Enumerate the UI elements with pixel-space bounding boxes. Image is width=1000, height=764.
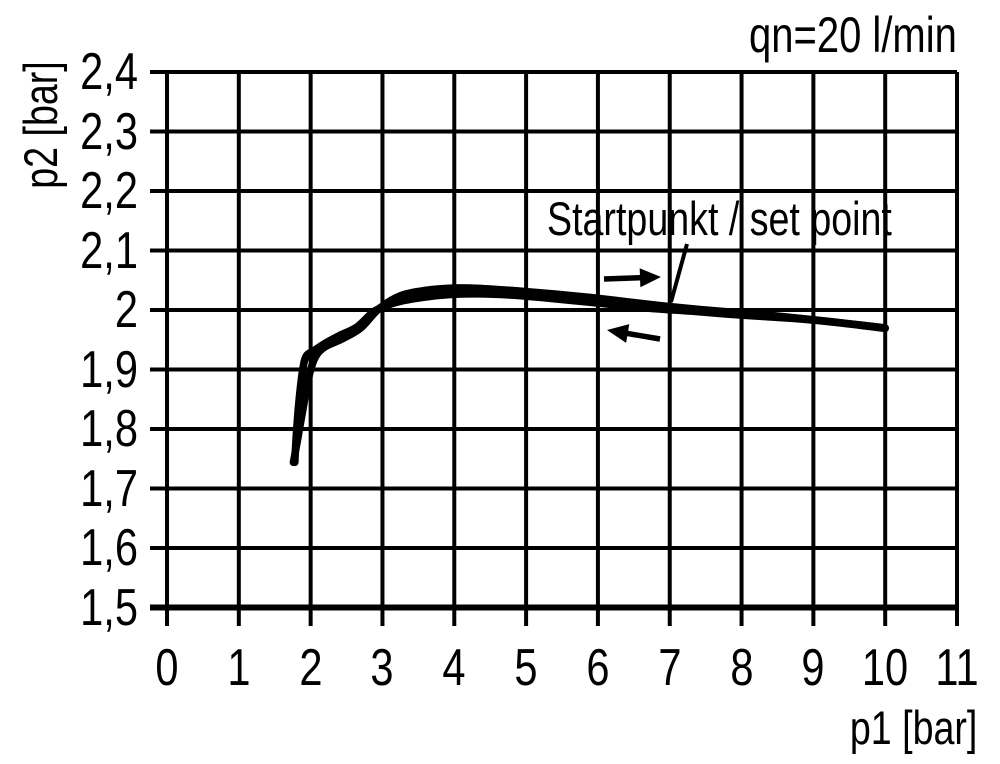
y-tick-label-1,7: 1,7 — [80, 459, 138, 518]
chart-title: qn=20 l/min — [749, 7, 957, 63]
x-tick-label-2: 2 — [299, 639, 323, 697]
direction-arrow-left-head — [607, 324, 630, 343]
y-tick-label-2,3: 2,3 — [80, 102, 138, 161]
x-tick-label-10: 10 — [862, 639, 909, 697]
direction-arrow-right-head — [639, 268, 661, 288]
x-tick-label-6: 6 — [586, 639, 610, 697]
x-tick-label-5: 5 — [514, 639, 538, 697]
x-tick-label-0: 0 — [155, 639, 179, 697]
x-axis-title: p1 [bar] — [849, 701, 977, 754]
x-tick-label-1: 1 — [227, 639, 251, 697]
y-tick-label-2,4: 2,4 — [80, 43, 138, 101]
x-tick-label-8: 8 — [729, 639, 754, 697]
y-tick-label-2: 2 — [114, 281, 138, 339]
y-tick-label-1,9: 1,9 — [80, 340, 138, 399]
y-tick-label-1,8: 1,8 — [80, 400, 138, 458]
curve-return — [291, 290, 889, 467]
x-tick-label-4: 4 — [442, 639, 466, 697]
y-tick-label-1,6: 1,6 — [80, 519, 138, 577]
x-tick-label-9: 9 — [801, 639, 825, 697]
y-tick-label-2,2: 2,2 — [80, 162, 138, 220]
y-tick-label-2,1: 2,1 — [80, 221, 138, 280]
set-point-leader-line — [669, 243, 689, 303]
y-tick-label-1,5: 1,5 — [80, 578, 138, 637]
direction-arrow-right-shaft — [603, 274, 645, 282]
set-point-annotation-label: Startpunkt / set point — [547, 192, 892, 245]
direction-arrow-left-shaft — [623, 330, 661, 342]
x-tick-label-11: 11 — [935, 639, 979, 697]
x-tick-label-7: 7 — [658, 639, 682, 697]
x-tick-label-3: 3 — [370, 639, 395, 697]
